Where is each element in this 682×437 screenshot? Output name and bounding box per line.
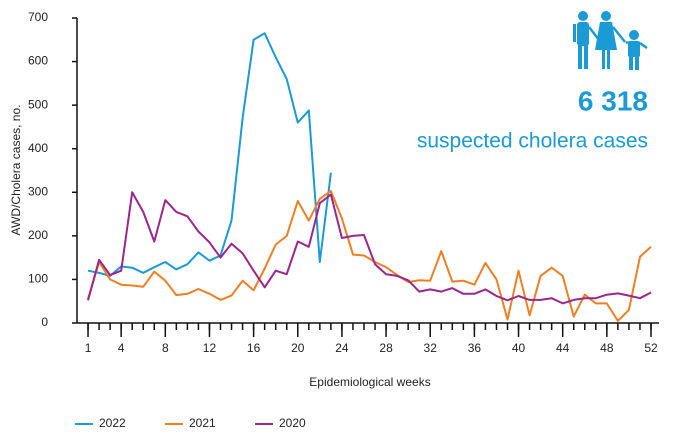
x-tick-label: 4 (118, 341, 125, 355)
x-tick-label: 32 (424, 341, 438, 355)
series-line (87, 190, 652, 322)
x-tick-label: 16 (247, 341, 261, 355)
x-tick-label: 12 (203, 341, 217, 355)
x-tick-label: 28 (379, 341, 393, 355)
legend-label: 2021 (189, 416, 216, 430)
x-tick-label: 36 (468, 341, 482, 355)
y-tick-label: 500 (28, 97, 48, 111)
y-axis-label: AWD/Cholera cases, no. (9, 105, 23, 236)
y-tick-label: 200 (28, 228, 48, 242)
y-tick-label: 0 (41, 315, 48, 329)
x-tick-label: 48 (600, 341, 614, 355)
series-line (87, 32, 332, 277)
y-tick-label: 700 (28, 10, 48, 24)
y-tick-label: 100 (28, 272, 48, 286)
x-tick-label: 20 (291, 341, 305, 355)
legend-label: 2020 (279, 416, 306, 430)
annotation-number: 6 318 (578, 85, 648, 116)
x-tick-label: 52 (644, 341, 658, 355)
y-tick-label: 300 (28, 184, 48, 198)
x-tick-label: 1 (85, 341, 92, 355)
annotation-text: suspected cholera cases (417, 130, 648, 153)
series-line (87, 191, 652, 305)
x-axis-label: Epidemiological weeks (309, 375, 430, 389)
x-tick-label: 24 (335, 341, 349, 355)
x-tick-label: 40 (512, 341, 526, 355)
x-tick-label: 44 (556, 341, 570, 355)
y-tick-label: 400 (28, 141, 48, 155)
y-tick-label: 600 (28, 54, 48, 68)
family-icon (573, 11, 648, 70)
x-tick-label: 8 (162, 341, 169, 355)
legend-label: 2022 (99, 416, 126, 430)
